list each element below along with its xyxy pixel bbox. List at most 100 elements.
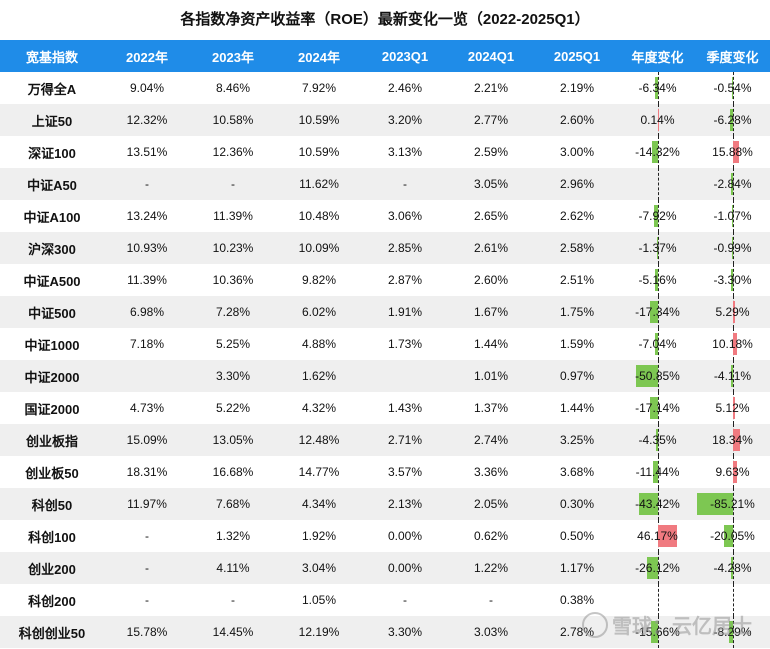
- negative-bar: [651, 141, 658, 163]
- cell-2024q1: 1.44%: [473, 337, 509, 351]
- roe-table: 宽基指数 2022年 2023年 2024年 2023Q1 2024Q1 202…: [0, 40, 770, 648]
- zero-axis: [657, 296, 659, 328]
- zero-axis: [657, 232, 659, 264]
- zero-axis: [657, 264, 659, 296]
- cell-2023q1: 0.00%: [362, 552, 448, 584]
- zero-axis: [732, 72, 734, 104]
- cell-2023q1: 0.00%: [387, 529, 423, 543]
- bar-value: -17.14%: [635, 401, 680, 415]
- bar-value: -1.07%: [713, 209, 752, 223]
- bar-value: -14.32%: [635, 145, 680, 159]
- cell-2023q1: -: [362, 168, 448, 200]
- cell-2023: 10.58%: [190, 104, 276, 136]
- cell-2024q1: -: [489, 593, 493, 607]
- positive-bar: [732, 429, 741, 451]
- bar-value: -20.05%: [710, 529, 755, 543]
- zero-axis: [657, 168, 659, 200]
- bar-value: 15.88%: [712, 145, 753, 159]
- cell-2024q1: 2.59%: [473, 145, 509, 159]
- cell-annual-change: -17.34%: [620, 296, 695, 328]
- negative-bar: [654, 205, 658, 227]
- cell-quarter-change: 5.29%: [695, 296, 770, 328]
- bar-value: -43.42%: [635, 497, 680, 511]
- cell-2024: 10.59%: [276, 104, 362, 136]
- positive-bar: [732, 333, 737, 355]
- cell-2023: 7.28%: [190, 296, 276, 328]
- cell-2022: 6.98%: [104, 296, 190, 328]
- zero-axis: [732, 552, 734, 584]
- index-name: 创业板指: [0, 424, 104, 456]
- index-name: 科创50: [0, 488, 104, 520]
- table-row: 科创50 11.97% 7.68% 4.34% 2.13% 2.05% 0.30% -43.4…: [0, 488, 770, 520]
- index-name: 中证A100: [23, 209, 81, 225]
- index-name: 科创创业50: [0, 616, 104, 648]
- positive-bar: [732, 301, 735, 323]
- negative-bar: [654, 333, 658, 355]
- index-name: 中证500: [0, 296, 104, 328]
- cell-2022: 15.09%: [104, 424, 190, 456]
- bar-value: -6.34%: [638, 81, 677, 95]
- negative-bar: [731, 173, 733, 195]
- negative-bar: [650, 301, 658, 323]
- cell-2025q1: 1.17%: [534, 552, 620, 584]
- snowball-logo-icon: [582, 612, 608, 638]
- header-2022: 2022年: [104, 40, 190, 72]
- bar-value: 10.18%: [712, 337, 753, 351]
- header-quarter-change: 季度变化: [695, 40, 770, 72]
- cell-2022: 4.73%: [129, 401, 165, 415]
- index-name: 万得全A: [27, 81, 77, 97]
- cell-annual-change: -14.32%: [620, 136, 695, 168]
- cell-2024q1: 0.62%: [473, 529, 509, 543]
- cell-2024: 1.62%: [276, 360, 362, 392]
- cell-2025q1: 1.75%: [534, 296, 620, 328]
- bar-value: -1.37%: [638, 241, 677, 255]
- bar-value: 0.14%: [640, 113, 675, 127]
- bar-value: 9.63%: [715, 465, 750, 479]
- page-title: 各指数净资产收益率（ROE）最新变化一览（2022-2025Q1）: [180, 11, 590, 28]
- cell-quarter-change: -4.11%: [695, 360, 770, 392]
- cell-quarter-change: -3.30%: [695, 264, 770, 296]
- cell-annual-change: -17.14%: [620, 392, 695, 424]
- header-index: 宽基指数: [0, 40, 104, 72]
- negative-bar: [650, 621, 658, 643]
- cell-2025q1: 2.60%: [534, 104, 620, 136]
- cell-2024q1: 1.22%: [448, 552, 534, 584]
- cell-2023q1: 3.57%: [387, 465, 423, 479]
- negative-bar: [655, 429, 658, 451]
- index-name: 科创200: [28, 593, 76, 609]
- table-row: 创业200-4.11% 3.04% 0.00% 1.22% 1.17% -26.12% -4…: [0, 552, 770, 584]
- cell-2023: -: [190, 168, 276, 200]
- cell-annual-change: -4.35%: [620, 424, 695, 456]
- bar-value: -4.28%: [713, 561, 752, 575]
- cell-annual-change: -7.04%: [620, 328, 695, 360]
- cell-2023q1: 2.71%: [362, 424, 448, 456]
- cell-annual-change: -1.37%: [620, 232, 695, 264]
- cell-2025q1: 1.59%: [559, 337, 595, 351]
- zero-axis: [657, 72, 659, 104]
- cell-2022: 15.78%: [104, 616, 190, 648]
- cell-annual-change: -7.92%: [620, 200, 695, 232]
- cell-2024q1: 2.74%: [448, 424, 534, 456]
- cell-quarter-change: [695, 584, 770, 616]
- cell-2024: 10.59%: [298, 145, 340, 159]
- cell-2024q1: 3.03%: [448, 616, 534, 648]
- negative-bar: [730, 365, 733, 387]
- cell-2023: 14.45%: [190, 616, 276, 648]
- cell-2022: [104, 360, 190, 392]
- cell-2024: 1.92%: [301, 529, 337, 543]
- index-name: 沪深300: [0, 232, 104, 264]
- negative-bar: [656, 237, 658, 259]
- cell-2025q1: 3.25%: [534, 424, 620, 456]
- cell-quarter-change: 10.18%: [695, 328, 770, 360]
- cell-2025q1: 0.30%: [534, 488, 620, 520]
- cell-quarter-change: -8.29%: [695, 616, 770, 648]
- cell-2024: 1.05%: [301, 593, 337, 607]
- cell-annual-change: -5.16%: [620, 264, 695, 296]
- cell-2023: 10.23%: [190, 232, 276, 264]
- cell-2024: 12.48%: [276, 424, 362, 456]
- positive-bar: [732, 397, 735, 419]
- cell-2025q1: 3.00%: [559, 145, 595, 159]
- table-row: 沪深300 10.93% 10.23% 10.09% 2.85% 2.61% 2.58% -1…: [0, 232, 770, 264]
- header-2024: 2024年: [276, 40, 362, 72]
- cell-2025q1: 0.50%: [559, 529, 595, 543]
